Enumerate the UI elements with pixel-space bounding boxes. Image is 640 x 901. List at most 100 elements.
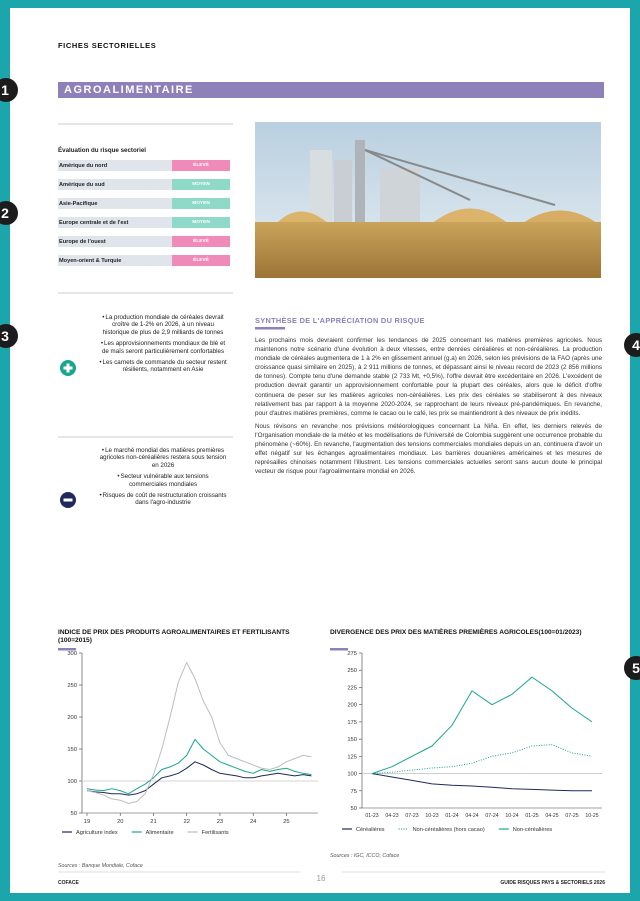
y-tick-label: 300	[67, 651, 77, 657]
list-item: La production mondiale de céréales devra…	[98, 314, 228, 336]
photo	[255, 122, 601, 278]
plus-icon	[60, 360, 76, 376]
y-tick-label: 100	[347, 772, 357, 778]
badge-number: 1	[1, 82, 9, 98]
risk-region: Europe centrale et de l'est	[58, 220, 128, 226]
legend-label: Alimentaire	[146, 830, 174, 836]
risk-region: Amérique du nord	[58, 163, 107, 169]
y-tick-label: 75	[351, 789, 357, 795]
risk-region: Asie-Pacifique	[58, 201, 98, 207]
y-tick-label: 125	[347, 754, 357, 760]
x-tick-label: 07-24	[485, 813, 498, 819]
charts: 5010015020025030019202122232425Agricultu…	[62, 651, 602, 836]
risk-row: Europe centrale et de l'est MOYEN	[58, 217, 230, 228]
y-tick-label: 250	[347, 668, 357, 674]
paragraph: Nous révisons en revanche nos prévisions…	[255, 422, 602, 477]
series-line	[372, 774, 592, 791]
page-title: AGROALIMENTAIRE	[64, 83, 194, 97]
page-number: 16	[314, 874, 328, 883]
risk-row: Europe de l'ouest ÉLEVÉ	[58, 236, 230, 247]
y-tick-label: 250	[67, 683, 77, 689]
page: {"header":{"section":"FICHES SECTORIELLE…	[0, 0, 640, 901]
x-tick-label: 10-23	[425, 813, 438, 819]
photo-silo	[310, 150, 332, 222]
y-tick-label: 150	[347, 737, 357, 743]
risk-row: Moyen-orient & Turquie ÉLEVÉ	[58, 255, 230, 266]
synthesis-text: Les prochains mois devraient confirmer l…	[255, 336, 602, 480]
title-underline	[255, 327, 285, 330]
series-line	[87, 663, 311, 804]
weaknesses-list: Le marché mondial des matières premières…	[98, 447, 228, 511]
badge-number: 5	[632, 660, 640, 676]
footer-brand: COFACE	[58, 880, 79, 886]
photo-field	[255, 222, 601, 278]
risk-level: ÉLEVÉ	[172, 236, 230, 247]
legend-label: Agriculture index	[76, 830, 118, 836]
x-tick-label: 23	[217, 819, 223, 825]
list-item: Les approvisionnements mondiaux de blé e…	[98, 340, 228, 355]
photo-tower	[355, 140, 365, 222]
list-item: Les carnets de commande du secteur reste…	[98, 359, 228, 374]
x-tick-label: 01-23	[365, 813, 378, 819]
legend-label: Céréalières	[356, 827, 385, 833]
photo-silo	[334, 160, 352, 222]
x-tick-label: 04-23	[385, 813, 398, 819]
risk-level: MOYEN	[172, 198, 230, 209]
risk-row: Amérique du nord ÉLEVÉ	[58, 160, 230, 171]
page-root: Agroalimentaire html,body{margin:0;paddi…	[0, 0, 640, 901]
y-tick-label: 175	[347, 720, 357, 726]
legend-label: Non-céréalières (hors cacao)	[413, 827, 485, 833]
list-item: Secteur vulnérable aux tensions commerci…	[98, 473, 228, 488]
legend-label: Fertilisants	[202, 830, 229, 836]
paragraph: Les prochains mois devraient confirmer l…	[255, 336, 602, 418]
strengths-list: La production mondiale de céréales devra…	[98, 314, 228, 378]
legend-label: Non-céréalières	[513, 827, 553, 833]
risk-row: Asie-Pacifique MOYEN	[58, 198, 230, 209]
risk-level: ÉLEVÉ	[172, 160, 230, 171]
x-tick-label: 10-25	[585, 813, 598, 819]
y-tick-label: 150	[67, 747, 77, 753]
list-item: Risques de coût de restructuration crois…	[98, 492, 228, 507]
risk-level: MOYEN	[172, 179, 230, 190]
x-tick-label: 10-24	[505, 813, 518, 819]
photo-building	[380, 168, 420, 222]
x-tick-label: 04-24	[465, 813, 478, 819]
footer-title: GUIDE RISQUES PAYS & SECTORIELS 2026	[460, 880, 605, 886]
x-tick-label: 22	[183, 819, 189, 825]
list-item: Le marché mondial des matières premières…	[98, 447, 228, 469]
risk-level: MOYEN	[172, 217, 230, 228]
chart-source: Sources : IGC, ICCO, Coface	[330, 853, 399, 859]
risk-region: Europe de l'ouest	[58, 239, 106, 245]
x-tick-label: 01-24	[445, 813, 458, 819]
risk-region: Amérique du sud	[58, 182, 105, 188]
x-tick-label: 25	[283, 819, 289, 825]
section-label: FICHES SECTORIELLES	[58, 41, 156, 50]
x-tick-label: 04-25	[545, 813, 558, 819]
synthesis-title: SYNTHÈSE DE L'APPRÉCIATION DU RISQUE	[255, 316, 425, 325]
x-tick-label: 19	[84, 819, 90, 825]
risk-level: ÉLEVÉ	[172, 255, 230, 266]
risk-table: Amérique du nord ÉLEVÉ Amérique du sud MOYE…	[58, 160, 230, 274]
y-tick-label: 225	[347, 685, 357, 691]
chart-title: DIVERGENCE DES PRIX DES MATIÈRES PREMIÈR…	[330, 629, 590, 637]
minus-icon	[60, 492, 76, 508]
y-tick-label: 100	[67, 779, 77, 785]
x-tick-label: 07-23	[405, 813, 418, 819]
badge-number: 3	[1, 328, 9, 344]
y-tick-label: 275	[347, 651, 357, 657]
x-tick-label: 21	[150, 819, 156, 825]
chart-title: INDICE DE PRIX DES PRODUITS AGROALIMENTA…	[58, 629, 318, 644]
series-line	[372, 677, 592, 774]
badge-number: 2	[1, 205, 9, 221]
risk-row: Amérique du sud MOYEN	[58, 179, 230, 190]
chart-source: Sources : Banque Mondiale, Coface	[58, 863, 143, 869]
y-tick-label: 50	[71, 811, 77, 817]
y-tick-label: 200	[347, 703, 357, 709]
y-tick-label: 50	[351, 806, 357, 812]
x-tick-label: 20	[117, 819, 123, 825]
title-underline	[330, 648, 348, 651]
risk-title: Évaluation du risque sectoriel	[58, 147, 146, 154]
risk-region: Moyen-orient & Turquie	[58, 258, 121, 264]
y-tick-label: 200	[67, 715, 77, 721]
x-tick-label: 01-25	[525, 813, 538, 819]
